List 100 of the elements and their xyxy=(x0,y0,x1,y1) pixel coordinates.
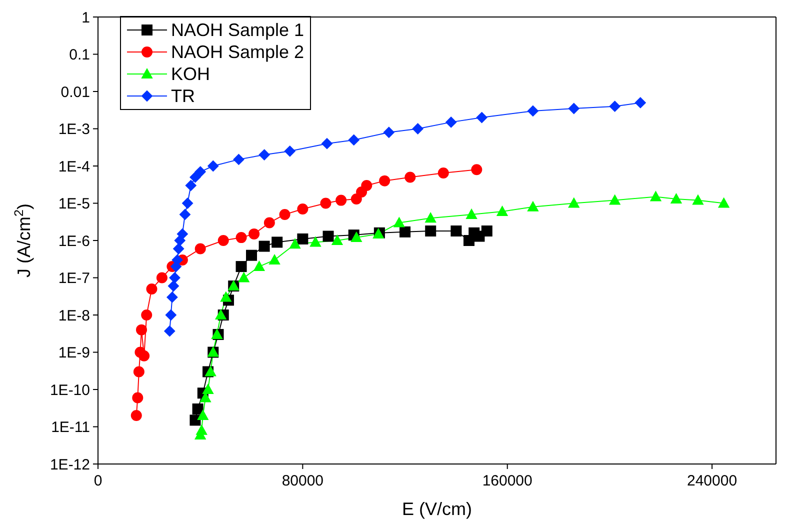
point xyxy=(179,208,190,220)
y-tick-label: 1E-6 xyxy=(58,232,90,250)
legend-label: NAOH Sample 1 xyxy=(171,19,304,41)
legend-label: NAOH Sample 2 xyxy=(171,41,304,63)
x-tick-label: 240000 xyxy=(687,472,738,490)
point xyxy=(258,149,270,160)
point xyxy=(718,198,730,208)
y-tick-label: 1E-3 xyxy=(58,121,90,138)
point xyxy=(568,198,580,208)
y-tick-label: 0.1 xyxy=(69,46,90,64)
point xyxy=(446,116,457,128)
y-tick-label: 1E-8 xyxy=(58,307,90,324)
x-axis-title: E (V/cm) xyxy=(402,499,472,519)
point xyxy=(215,310,226,320)
point xyxy=(476,112,488,124)
point xyxy=(269,254,280,264)
point xyxy=(136,324,147,336)
point xyxy=(194,243,206,254)
point xyxy=(190,414,201,426)
point xyxy=(297,233,308,244)
point xyxy=(196,424,208,435)
point xyxy=(609,100,620,112)
point xyxy=(272,236,283,248)
point xyxy=(471,164,482,176)
point xyxy=(264,217,275,228)
point xyxy=(322,230,334,242)
point xyxy=(194,166,206,178)
y-tick-label: 0.01 xyxy=(60,84,90,101)
point xyxy=(279,208,290,220)
point xyxy=(233,154,244,165)
x-tick-label: 80000 xyxy=(282,472,324,490)
point xyxy=(164,326,176,337)
point xyxy=(156,272,168,284)
point xyxy=(527,201,538,212)
point xyxy=(246,250,258,261)
point xyxy=(236,232,247,244)
point xyxy=(220,292,232,302)
point xyxy=(133,366,144,378)
point xyxy=(634,97,646,108)
point xyxy=(141,310,152,320)
point xyxy=(197,410,208,420)
point xyxy=(138,350,150,362)
point xyxy=(450,225,462,236)
point xyxy=(130,410,142,422)
point xyxy=(173,243,184,254)
point xyxy=(496,206,508,216)
x-tick-label: 160000 xyxy=(482,472,532,490)
point xyxy=(176,228,188,240)
point xyxy=(310,236,321,247)
point xyxy=(400,226,411,238)
point xyxy=(284,146,296,157)
y-tick-label: 1E-11 xyxy=(51,419,90,436)
point xyxy=(425,225,436,236)
point xyxy=(168,280,179,292)
point xyxy=(182,198,194,209)
point xyxy=(609,194,620,205)
point xyxy=(348,134,360,146)
point xyxy=(670,194,682,204)
point xyxy=(332,235,343,245)
point xyxy=(169,272,180,284)
point xyxy=(146,283,158,294)
point xyxy=(650,191,662,202)
point xyxy=(350,232,362,242)
y-tick-label: 1E-4 xyxy=(58,158,90,176)
point xyxy=(394,217,405,228)
point xyxy=(172,254,183,266)
point xyxy=(379,175,390,186)
y-tick-label: 1E-10 xyxy=(50,382,90,399)
point xyxy=(254,261,265,272)
point xyxy=(438,167,449,178)
point xyxy=(320,198,332,209)
point xyxy=(481,225,492,236)
point xyxy=(248,228,260,240)
point xyxy=(190,172,201,183)
point xyxy=(321,138,332,150)
y-tick-label: 1E-7 xyxy=(58,270,90,288)
point xyxy=(412,123,424,134)
point xyxy=(290,238,301,249)
point xyxy=(166,292,178,303)
point xyxy=(165,310,176,320)
y-tick-label: 1 xyxy=(82,9,90,26)
point xyxy=(202,384,214,394)
point xyxy=(568,102,580,114)
point xyxy=(297,204,308,215)
point xyxy=(238,272,250,282)
point xyxy=(192,403,204,414)
point xyxy=(218,235,229,246)
point xyxy=(336,194,347,206)
point xyxy=(258,240,270,252)
point xyxy=(132,392,144,404)
point xyxy=(185,180,196,191)
point xyxy=(425,212,436,223)
legend-label: KOH xyxy=(171,63,210,85)
point xyxy=(208,160,219,172)
x-tick-label: 0 xyxy=(94,472,102,490)
point xyxy=(466,208,478,219)
y-tick-label: 1E-9 xyxy=(58,344,90,362)
point xyxy=(383,126,394,138)
point xyxy=(350,194,362,205)
legend-label: TR xyxy=(171,85,195,107)
